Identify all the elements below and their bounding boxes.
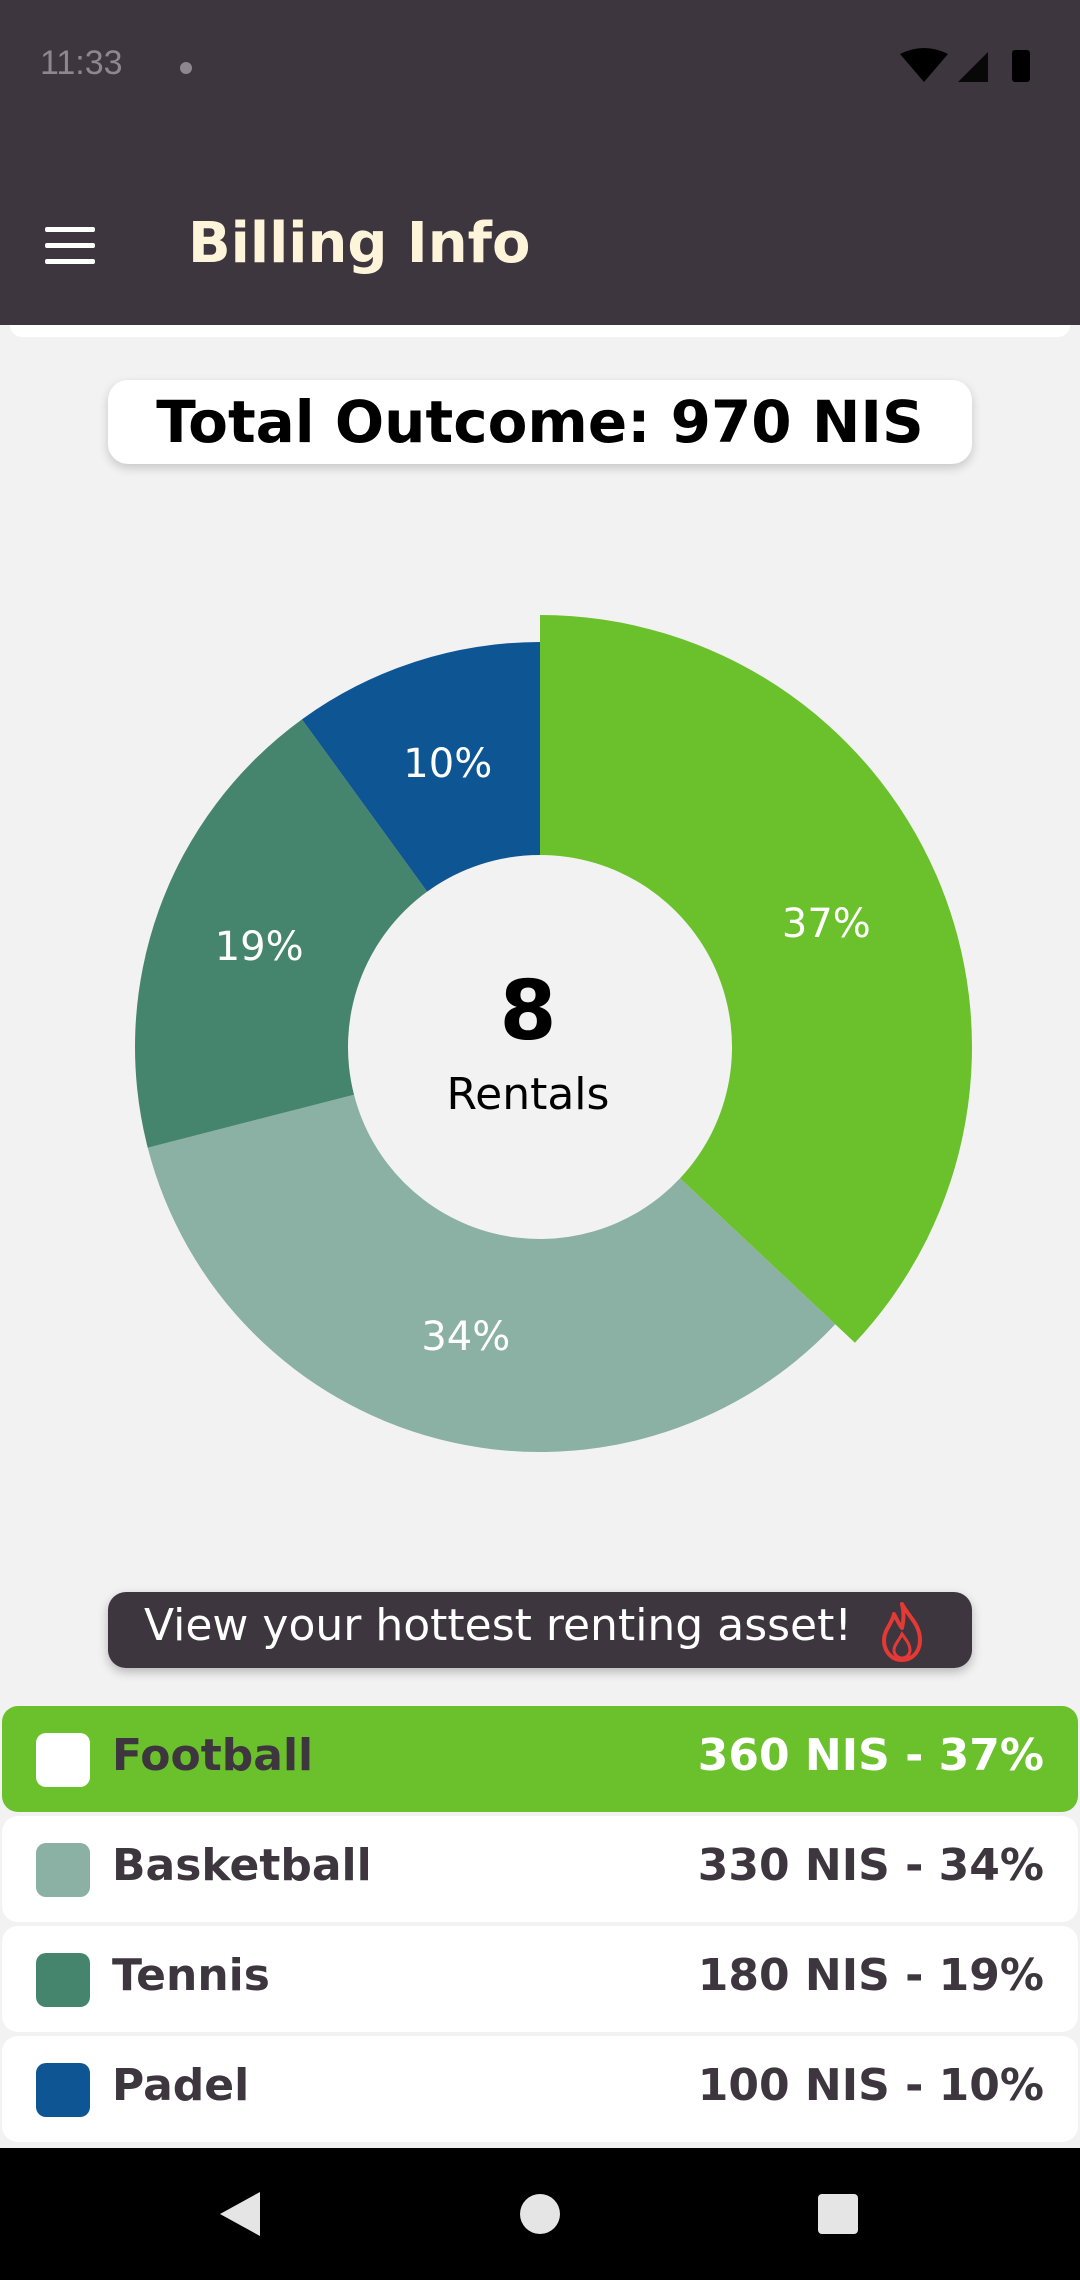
center-value: 8	[499, 964, 556, 1059]
color-swatch	[36, 1953, 90, 2007]
list-item-tennis[interactable]: Tennis 180 NIS - 19%	[2, 1926, 1078, 2032]
hottest-asset-text: View your hottest renting asset!	[144, 1600, 852, 1651]
list-item-padel[interactable]: Padel 100 NIS - 10%	[2, 2036, 1078, 2142]
pie-slice-padel[interactable]	[301, 642, 540, 892]
asset-value: 100 NIS - 10%	[697, 2060, 1044, 2111]
notification-dot-icon	[180, 62, 192, 74]
asset-name: Padel	[112, 2060, 250, 2111]
divider	[10, 325, 1070, 337]
slice-label-padel: 10%	[403, 741, 492, 787]
color-swatch	[36, 2063, 90, 2117]
asset-value: 180 NIS - 19%	[697, 1950, 1044, 2001]
page-title: Billing Info	[188, 211, 531, 276]
hamburger-menu-icon[interactable]	[40, 227, 100, 287]
hottest-asset-banner[interactable]: View your hottest renting asset!	[108, 1592, 972, 1668]
wifi-icon	[900, 48, 948, 82]
donut-chart-svg: 37% 34% 19% 10% 8 Rentals	[134, 615, 973, 1452]
asset-name: Football	[112, 1730, 314, 1781]
status-time: 11:33	[40, 44, 123, 82]
status-bar: 11:33	[0, 0, 1080, 135]
app-bar: Billing Info	[0, 135, 1080, 325]
signal-icon	[958, 52, 988, 82]
list-item-football[interactable]: Football 360 NIS - 37%	[2, 1706, 1078, 1812]
recents-icon[interactable]	[818, 2194, 858, 2234]
asset-name: Basketball	[112, 1840, 372, 1891]
pie-slice-football[interactable]	[540, 615, 973, 1343]
asset-name: Tennis	[112, 1950, 270, 2001]
color-swatch	[36, 1843, 90, 1897]
total-outcome-card: Total Outcome: 970 NIS	[108, 380, 972, 464]
status-icons	[900, 48, 1030, 82]
asset-value: 330 NIS - 34%	[697, 1840, 1044, 1891]
battery-icon	[1012, 50, 1030, 82]
slice-label-football: 37%	[782, 901, 871, 947]
pie-slice-basketball[interactable]	[147, 1094, 836, 1452]
center-label: Rentals	[447, 1069, 610, 1120]
color-swatch	[36, 1733, 90, 1787]
slice-label-tennis: 19%	[215, 924, 304, 970]
fire-icon	[882, 1602, 922, 1662]
donut-chart: 37% 34% 19% 10% 8 Rentals	[0, 580, 1080, 1500]
slice-label-basketball: 34%	[421, 1314, 510, 1360]
home-icon[interactable]	[520, 2194, 560, 2234]
list-item-basketball[interactable]: Basketball 330 NIS - 34%	[2, 1816, 1078, 1922]
pie-slice-tennis[interactable]	[134, 719, 428, 1148]
system-nav-bar	[0, 2148, 1080, 2280]
back-icon[interactable]	[216, 2190, 262, 2238]
asset-value: 360 NIS - 37%	[697, 1730, 1044, 1781]
